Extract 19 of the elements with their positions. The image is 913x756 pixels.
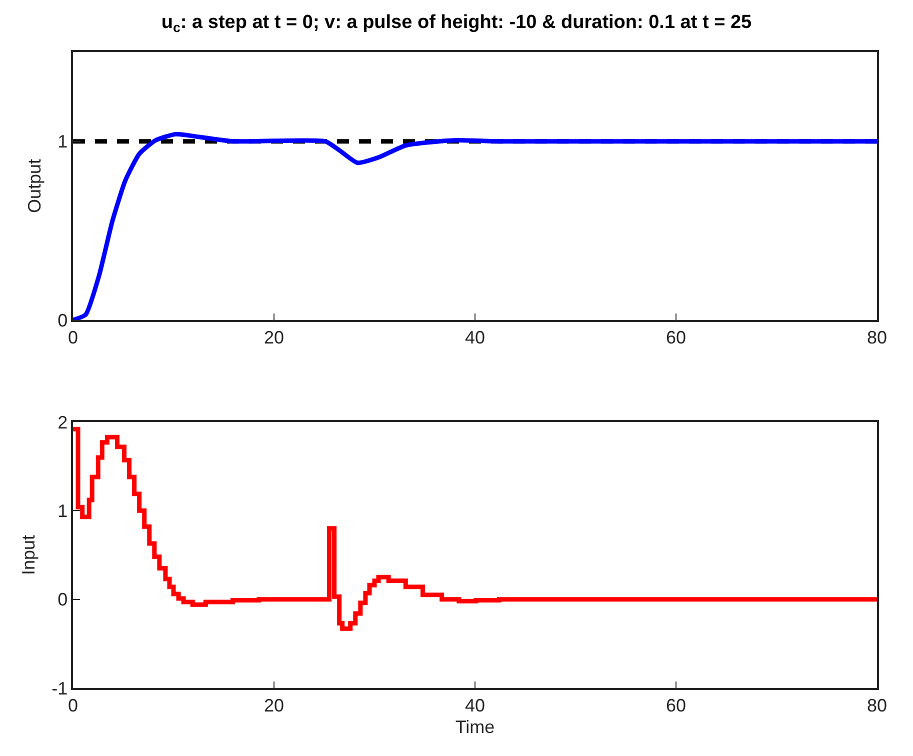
x-tick-label: 40 [464,327,486,348]
x-tick-label: 60 [666,695,686,716]
x-tick-label: 80 [866,695,888,716]
y-tick-label: 0 [58,310,68,330]
x-tick-label: 60 [666,327,686,348]
y-axis-title: Output [24,158,44,214]
y-tick-label: 1 [58,132,68,152]
x-tick-label: 80 [866,327,888,348]
x-tick-label: 40 [464,695,486,716]
y-tick-label: 0 [58,590,68,610]
y-axis-title: Input [18,534,38,576]
x-tick-label: 20 [264,327,284,348]
y-tick-label: -1 [52,678,68,698]
x-axis-title: Time [455,716,495,737]
y-tick-label: 1 [58,500,68,521]
line-series [73,132,877,320]
y-tick-label: 2 [58,412,68,432]
chart-title: u$_{c}$: a step at t = 0; v: a pulse of height: -10 & duration: 0.1 at t = 25 [161,12,752,36]
x-tick-label: 20 [264,695,284,716]
